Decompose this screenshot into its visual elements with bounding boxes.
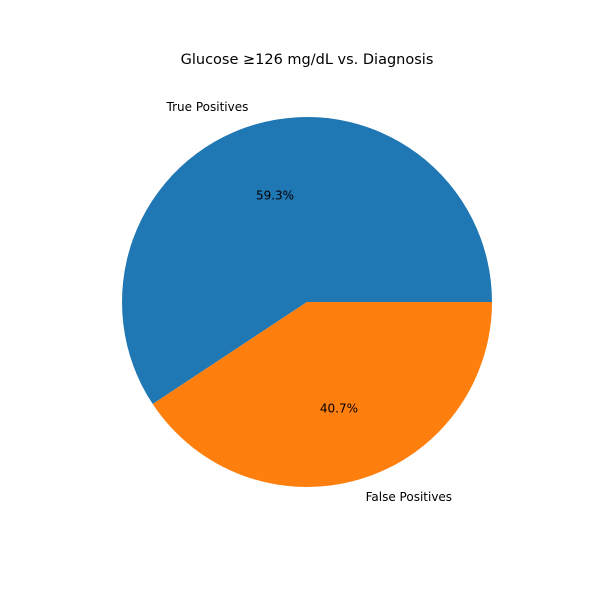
slice-label: False Positives xyxy=(366,490,452,504)
pie-labels: True Positives 59.3% False Positives 40.7% xyxy=(166,100,453,504)
pie-slice-false-positives xyxy=(152,302,493,488)
pie-slice-true-positives xyxy=(122,117,493,405)
pie-slices xyxy=(122,117,493,488)
slice-percent-label: 59.3% xyxy=(256,189,294,203)
slice-percent-label: 40.7% xyxy=(320,401,358,415)
slice-label: True Positives xyxy=(166,100,249,114)
chart-title: Glucose ≥126 mg/dL vs. Diagnosis xyxy=(181,52,434,68)
